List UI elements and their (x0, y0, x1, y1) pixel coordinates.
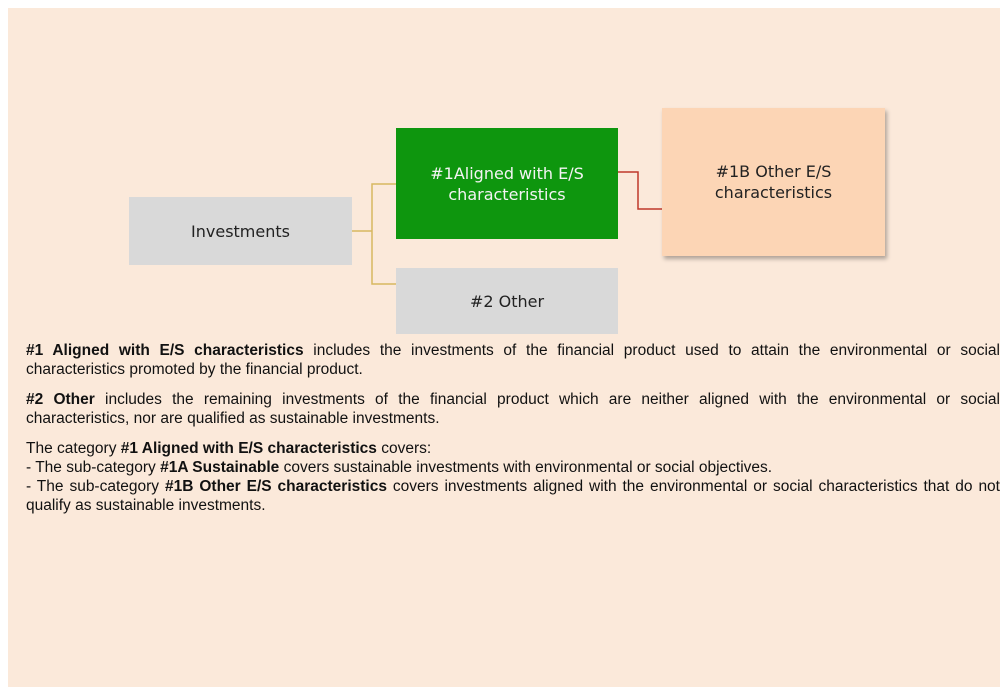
paragraph: - The sub-category #1B Other E/S charact… (26, 477, 1000, 515)
node-aligned: #1Aligned with E/S characteristics (396, 128, 618, 239)
term: #1 Aligned with E/S characteristics (120, 440, 377, 457)
node-label: Investments (191, 221, 290, 241)
text: includes the investments of the financia… (26, 342, 1000, 378)
text: covers sustainable investments with envi… (279, 459, 773, 476)
paragraph: The category #1 Aligned with E/S charact… (26, 439, 1000, 458)
paragraph: - The sub-category #1A Sustainable cover… (26, 458, 1000, 477)
text: covers investments aligned with the envi… (26, 478, 1000, 514)
term: #1A Sustainable (160, 459, 280, 476)
paragraph: #1 Aligned with E/S characteristics incl… (26, 341, 1000, 379)
node-investments: Investments (129, 197, 352, 265)
node-other: #2 Other (396, 268, 618, 334)
connector (618, 171, 662, 210)
node-label: #2 Other (469, 291, 545, 311)
term: #1B Other E/S characteristics (164, 478, 387, 495)
text: includes the remaining investments of th… (26, 391, 1000, 427)
connector (371, 183, 396, 285)
term: #1 Aligned with E/S characteristics (26, 342, 304, 359)
node-label: #1Aligned with E/S characteristics (430, 163, 584, 204)
node-label: #1B Other E/S characteristics (714, 162, 833, 202)
text: - The sub-category (26, 478, 165, 495)
term: #2 Other (26, 391, 95, 408)
text: - The sub-category (26, 459, 161, 476)
text: The category (26, 440, 121, 457)
text: covers: (376, 440, 432, 457)
node-other-es: #1B Other E/S characteristics (662, 108, 885, 256)
paragraph: #2 Other includes the remaining investme… (26, 390, 1000, 428)
description: #1 Aligned with E/S characteristics incl… (26, 341, 1000, 515)
